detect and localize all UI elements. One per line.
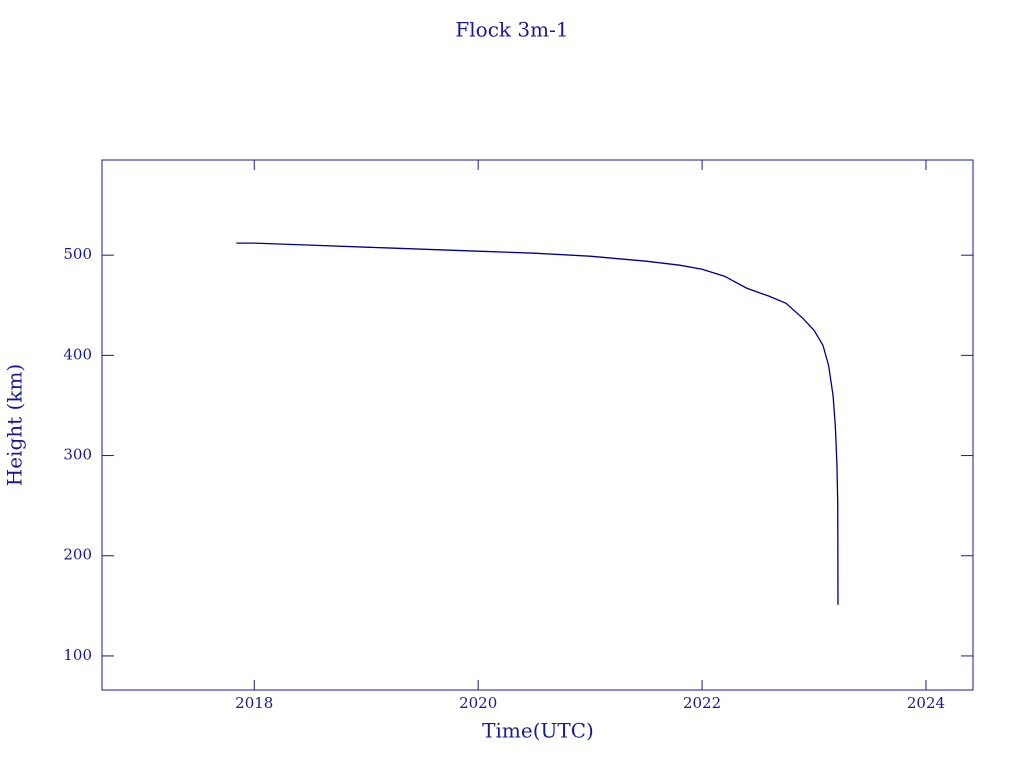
y-tick-label: 100 — [63, 646, 92, 664]
x-tick-label: 2024 — [907, 694, 945, 712]
y-axis-label: Height (km) — [3, 364, 27, 486]
x-tick-label: 2018 — [235, 694, 273, 712]
y-tick-label: 300 — [63, 446, 92, 464]
y-tick-label: 500 — [63, 245, 92, 263]
y-tick-label: 400 — [63, 345, 92, 363]
plot-frame — [101, 159, 974, 691]
y-tick-label: 200 — [63, 546, 92, 564]
x-tick-label: 2020 — [459, 694, 497, 712]
data-line — [236, 242, 839, 605]
chart-title: Flock 3m-1 — [455, 18, 568, 42]
x-axis-label: Time(UTC) — [482, 719, 594, 743]
x-tick-label: 2022 — [683, 694, 721, 712]
